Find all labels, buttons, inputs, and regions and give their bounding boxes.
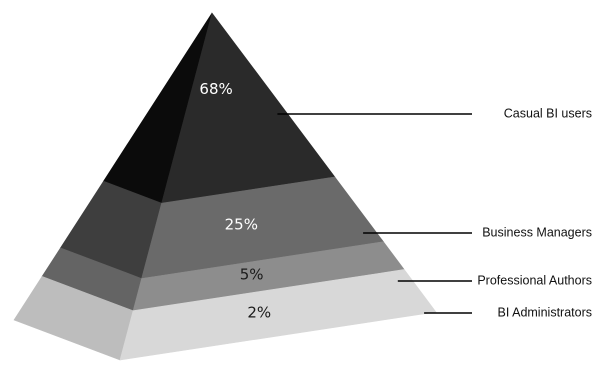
value-label: 5%: [240, 266, 264, 284]
value-label: 68%: [199, 80, 232, 98]
category-label: Business Managers: [482, 225, 592, 239]
pyramid-labels: 68% 25% 5% 2% Casual BI users Business Manage…: [199, 80, 592, 322]
value-label: 2%: [247, 304, 271, 322]
callout-lines: [277, 113, 472, 314]
pyramid-faces: [13, 12, 437, 361]
category-label: Casual BI users: [504, 106, 592, 120]
category-label: BI Administrators: [498, 305, 592, 319]
pyramid-segment-front-4: [119, 269, 437, 361]
pyramid-segment-front-1: [161, 12, 336, 204]
value-label: 25%: [225, 216, 258, 234]
category-label: Professional Authors: [477, 273, 592, 287]
